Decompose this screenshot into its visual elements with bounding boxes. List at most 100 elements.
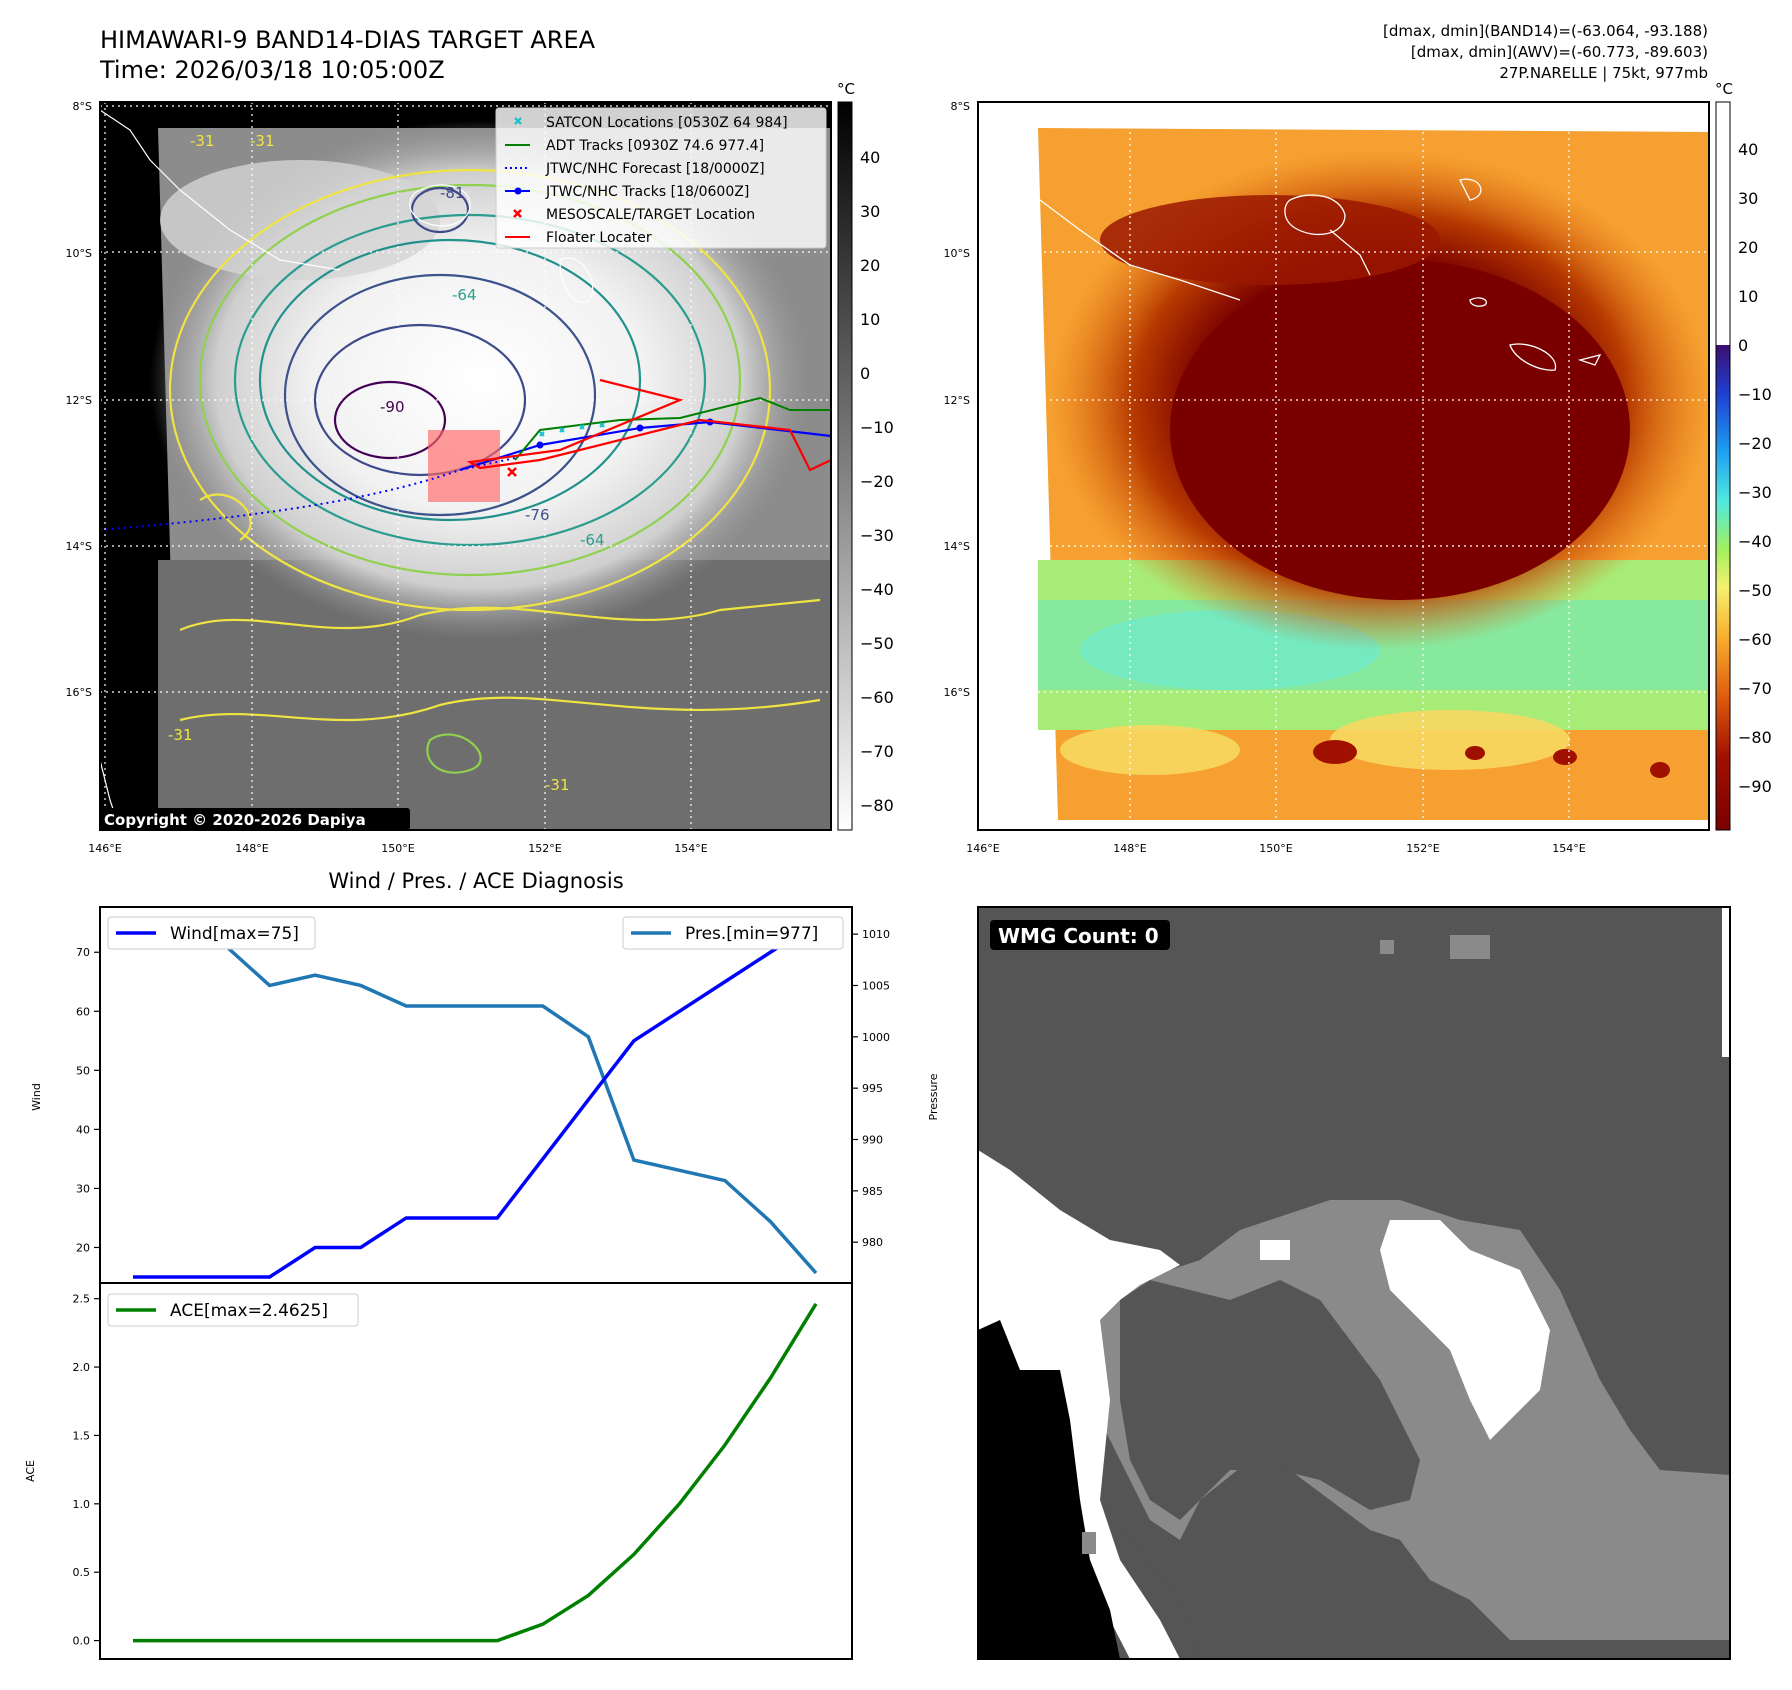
lat-label: 12°S xyxy=(66,394,92,407)
wind-tick: 40 xyxy=(76,1123,90,1136)
figure-title: HIMAWARI-9 BAND14-DIAS TARGET AREA xyxy=(100,26,596,54)
lat-label: 14°S xyxy=(944,540,970,553)
lat-label: 8°S xyxy=(73,100,92,113)
contour-label: -76 xyxy=(525,506,550,524)
colorbar-unit-right: °C xyxy=(1715,80,1733,98)
legend-tracks: JTWC/NHC Tracks [18/0600Z] xyxy=(545,184,749,200)
ace-tick: 0.5 xyxy=(73,1566,91,1579)
lon-label: 154°E xyxy=(1552,842,1585,855)
colorbar-tick: 0 xyxy=(1738,336,1748,355)
contour-label: -64 xyxy=(580,531,605,549)
wind-tick: 30 xyxy=(76,1182,90,1195)
colorbar-tick: 30 xyxy=(860,202,880,221)
contour-label: -90 xyxy=(380,398,405,416)
colorbar-tick: 30 xyxy=(1738,189,1758,208)
stats-awv: [dmax, dmin](AWV)=(-60.773, -89.603) xyxy=(1410,43,1708,61)
colorbar-tick: −10 xyxy=(1738,385,1772,404)
colorbar-tick: −50 xyxy=(1738,581,1772,600)
ace-tick: 1.0 xyxy=(73,1498,91,1511)
ace-axis-label: ACE xyxy=(24,1460,37,1482)
colorbar-tick: −60 xyxy=(860,688,894,707)
colorbar-tick: −80 xyxy=(1738,728,1772,747)
legend-adt: ADT Tracks [0930Z 74.6 977.4] xyxy=(546,138,764,154)
colorbar-tick: −10 xyxy=(860,418,894,437)
colorbar-tick: 40 xyxy=(860,148,880,167)
pressure-tick: 990 xyxy=(862,1134,883,1147)
wind-tick: 50 xyxy=(76,1064,90,1077)
colorbar-tick: −30 xyxy=(860,526,894,545)
lat-label: 10°S xyxy=(66,247,92,260)
lat-label: 12°S xyxy=(944,394,970,407)
lon-label: 152°E xyxy=(528,842,561,855)
contour-label: -31 xyxy=(168,726,193,744)
pressure-tick: 985 xyxy=(862,1185,883,1198)
contour-label: -31 xyxy=(545,776,570,794)
colorbar-tick: 40 xyxy=(1738,140,1758,159)
lat-label: 14°S xyxy=(66,540,92,553)
ace-tick: 0.0 xyxy=(73,1635,91,1648)
lat-label: 8°S xyxy=(951,100,970,113)
colorbar-tick: 0 xyxy=(860,364,870,383)
wind-tick: 60 xyxy=(76,1005,90,1018)
storm-info: 27P.NARELLE | 75kt, 977mb xyxy=(1499,64,1708,82)
colorbar-tick: −80 xyxy=(860,796,894,815)
pressure-tick: 1005 xyxy=(862,979,890,992)
pressure-tick: 1000 xyxy=(862,1031,890,1044)
pressure-series-line xyxy=(133,942,818,1275)
ace-tick: 1.5 xyxy=(73,1429,91,1442)
colorbar-tick: −50 xyxy=(860,634,894,653)
lat-label: 16°S xyxy=(944,686,970,699)
colorbar-tick: −40 xyxy=(860,580,894,599)
wind-tick: 70 xyxy=(76,946,90,959)
lon-label: 150°E xyxy=(1259,842,1292,855)
colorbar-tick: −70 xyxy=(860,742,894,761)
ace-tick: 2.5 xyxy=(73,1293,91,1306)
lon-label: 150°E xyxy=(381,842,414,855)
pressure-legend: Pres.[min=977] xyxy=(685,924,818,944)
legend-floater: Floater Locater xyxy=(546,230,652,246)
contour-label: -64 xyxy=(452,286,477,304)
ace-tick: 2.0 xyxy=(73,1361,91,1374)
pressure-axis-label: Pressure xyxy=(927,1073,940,1120)
colorbar-unit-left: °C xyxy=(837,80,855,98)
wind-axis-label: Wind xyxy=(30,1083,43,1111)
colorbar-tick: −60 xyxy=(1738,630,1772,649)
colorbar-tick: 20 xyxy=(860,256,880,275)
legend-mesoscale: MESOSCALE/TARGET Location xyxy=(546,207,755,223)
ace-legend: ACE[max=2.4625] xyxy=(170,1301,328,1321)
ace-series-line xyxy=(133,1302,818,1643)
lat-label: 16°S xyxy=(66,686,92,699)
pressure-tick: 980 xyxy=(862,1236,883,1249)
pressure-tick: 995 xyxy=(862,1082,883,1095)
colorbar-tick: 10 xyxy=(1738,287,1758,306)
colorbar-tick: 10 xyxy=(860,310,880,329)
wmg-count-label: WMG Count: 0 xyxy=(998,924,1159,948)
figure-time: Time: 2026/03/18 10:05:00Z xyxy=(100,56,445,84)
lon-label: 148°E xyxy=(235,842,268,855)
lon-label: 154°E xyxy=(674,842,707,855)
diagnosis-title: Wind / Pres. / ACE Diagnosis xyxy=(328,869,623,893)
wind-legend: Wind[max=75] xyxy=(170,924,299,944)
wind-tick: 20 xyxy=(76,1241,90,1254)
colorbar-tick: −20 xyxy=(860,472,894,491)
colorbar-tick: −70 xyxy=(1738,679,1772,698)
contour-label: -81 xyxy=(440,184,465,202)
legend-forecast: JTWC/NHC Forecast [18/0000Z] xyxy=(545,161,765,177)
stats-band14: [dmax, dmin](BAND14)=(-63.064, -93.188) xyxy=(1383,22,1708,40)
colorbar-tick: −30 xyxy=(1738,483,1772,502)
lon-label: 146°E xyxy=(88,842,121,855)
copyright-label: Copyright © 2020-2026 Dapiya xyxy=(104,811,366,829)
colorbar-tick: −90 xyxy=(1738,777,1772,796)
colorbar-tick: −40 xyxy=(1738,532,1772,551)
lat-label: 10°S xyxy=(944,247,970,260)
legend-satcon: SATCON Locations [0530Z 64 984] xyxy=(546,115,788,131)
wind-series-line xyxy=(133,921,817,1279)
pressure-tick: 1010 xyxy=(862,928,890,941)
lon-label: 152°E xyxy=(1406,842,1439,855)
lon-label: 148°E xyxy=(1113,842,1146,855)
contour-label: -31 xyxy=(250,132,275,150)
